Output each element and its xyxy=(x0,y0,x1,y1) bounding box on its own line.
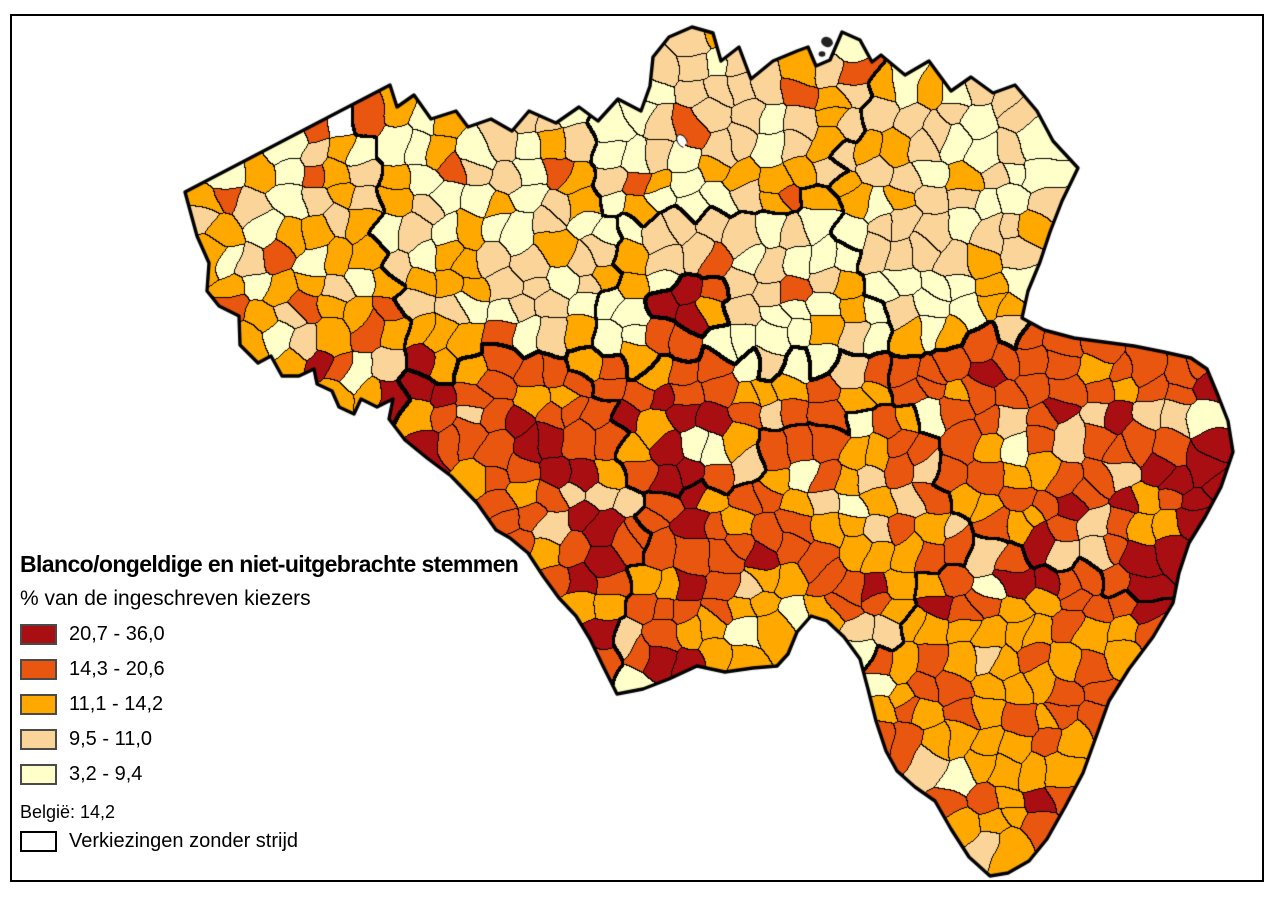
legend-class-row: 9,5 - 11,0 xyxy=(20,728,518,750)
legend-class-label: 14,3 - 20,6 xyxy=(69,658,165,680)
no-contest-swatch xyxy=(20,830,57,852)
no-contest-label: Verkiezingen zonder strijd xyxy=(69,830,299,852)
legend-special-row: Verkiezingen zonder strijd xyxy=(20,830,518,852)
legend-class-label: 20,7 - 36,0 xyxy=(69,623,165,645)
legend-class-swatch xyxy=(20,658,57,680)
legend-class-swatch xyxy=(20,763,57,785)
legend-class-label: 3,2 - 9,4 xyxy=(69,763,143,785)
legend-class-label: 9,5 - 11,0 xyxy=(69,728,153,750)
legend-class-row: 3,2 - 9,4 xyxy=(20,763,518,785)
legend-class-row: 20,7 - 36,0 xyxy=(20,623,518,645)
legend-class-row: 14,3 - 20,6 xyxy=(20,658,518,680)
legend-class-list: 20,7 - 36,0 14,3 - 20,6 11,1 - 14,2 9,5 - 1… xyxy=(20,623,518,785)
legend-title: Blanco/ongeldige en niet-uitgebrachte st… xyxy=(20,551,519,577)
legend-subtitle: % van de ingeschreven kiezers xyxy=(20,587,311,610)
legend-national-note: België: 14,2 xyxy=(20,802,116,822)
legend-class-row: 11,1 - 14,2 xyxy=(20,693,518,715)
legend-class-swatch xyxy=(20,623,57,645)
legend-class-swatch xyxy=(20,728,57,750)
legend-class-label: 11,1 - 14,2 xyxy=(69,693,164,715)
legend-class-swatch xyxy=(20,693,57,715)
map-legend: Blanco/ongeldige en niet-uitgebrachte st… xyxy=(20,551,519,852)
